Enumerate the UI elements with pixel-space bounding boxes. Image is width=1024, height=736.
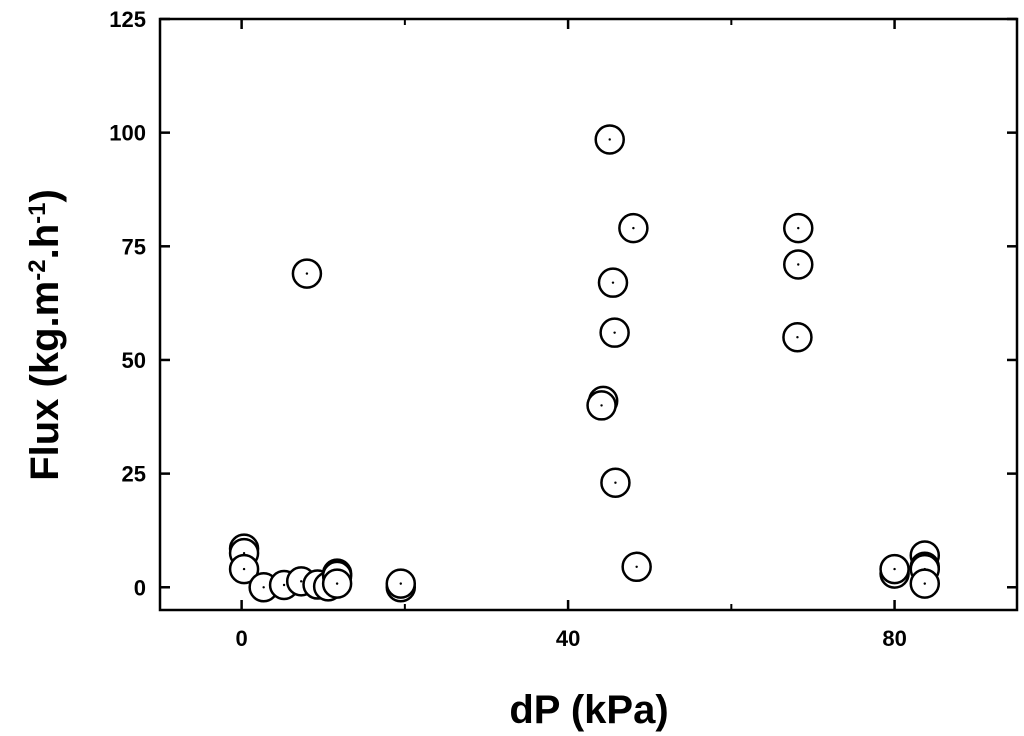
data-point — [594, 124, 625, 155]
data-point — [228, 553, 260, 585]
y-axis-title-superscript: -1 — [24, 203, 51, 224]
y-tick-label: 125 — [109, 7, 146, 32]
data-point-center — [893, 567, 896, 571]
y-axis-title: Flux (kg.m-2.h-1) — [23, 189, 67, 481]
data-point — [385, 568, 417, 599]
data-point — [782, 321, 813, 353]
data-point-center — [282, 583, 286, 587]
data-point-center — [611, 281, 615, 284]
x-tick-label: 0 — [235, 626, 247, 651]
data-point-center — [600, 404, 603, 407]
tick-labels: 0 40 80 0 25 50 75 100 125 — [109, 7, 907, 651]
data-point — [586, 390, 617, 421]
data-point — [909, 568, 941, 599]
data-point-center — [797, 226, 800, 230]
data-point — [879, 553, 910, 585]
x-axis-title: dP (kPa) — [509, 688, 668, 732]
y-axis-title-segment: Flux (kg.m — [23, 281, 67, 481]
axis-ticks — [160, 17, 1017, 610]
data-point-center — [305, 272, 309, 275]
data-point — [783, 249, 814, 280]
data-point — [600, 467, 631, 498]
data-point-center — [797, 263, 800, 266]
y-axis-title-superscript: -2 — [24, 259, 51, 280]
y-tick-label: 100 — [109, 121, 146, 146]
y-axis-title-segment: .h — [23, 224, 67, 260]
data-points — [228, 124, 941, 603]
data-point — [291, 258, 323, 289]
data-point-center — [300, 580, 303, 583]
y-tick-label: 25 — [122, 462, 146, 487]
data-point-center — [262, 586, 265, 589]
x-tick-label: 40 — [556, 626, 580, 651]
data-point-center — [632, 226, 635, 230]
data-point-center — [608, 138, 611, 141]
data-point-center — [242, 567, 246, 571]
data-point-center — [796, 336, 799, 339]
data-point — [597, 267, 629, 298]
plot-frame — [158, 17, 1019, 612]
data-point — [321, 568, 353, 599]
y-axis-title-segment: ) — [23, 189, 67, 202]
x-tick-label: 80 — [882, 626, 906, 651]
data-point — [599, 317, 630, 348]
data-point — [621, 551, 652, 583]
data-point-center — [923, 582, 926, 585]
data-point — [783, 212, 814, 244]
y-tick-label: 50 — [122, 348, 146, 373]
data-point-center — [242, 551, 246, 555]
data-point-center — [335, 582, 339, 585]
y-tick-label: 0 — [134, 575, 146, 600]
data-point-center — [614, 481, 617, 484]
data-point — [618, 212, 649, 244]
data-point-center — [613, 331, 616, 334]
data-point-center — [635, 565, 638, 569]
y-tick-label: 75 — [122, 234, 146, 259]
data-point-center — [399, 582, 402, 585]
